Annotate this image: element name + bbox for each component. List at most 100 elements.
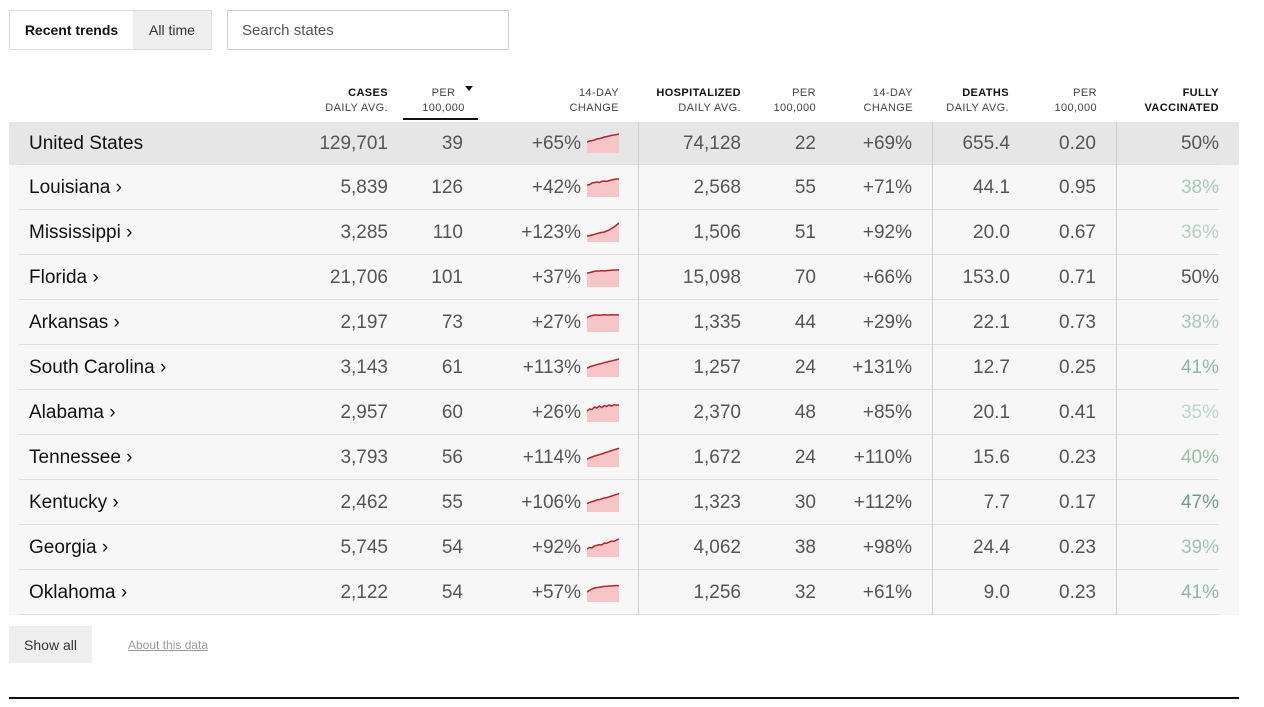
cell-hosp-per: 24 bbox=[794, 356, 816, 378]
cell-vacc: 35% bbox=[1180, 401, 1219, 423]
row-divider bbox=[19, 254, 1219, 255]
state-row[interactable]: Alabama › 2,957 60 +26% 2,370 48 +85% 20.1 0.41 3… bbox=[9, 390, 1239, 435]
cell-cases-change: +114% bbox=[522, 446, 581, 468]
cell-deaths: 15.6 bbox=[973, 446, 1010, 468]
header-deaths[interactable]: DEATHS DAILY AVG. bbox=[935, 86, 1009, 116]
cell-deaths-per: 0.95 bbox=[1059, 176, 1096, 198]
state-row[interactable]: Mississippi › 3,285 110 +123% 1,506 51 +92% 20.… bbox=[9, 210, 1239, 255]
state-row[interactable]: Arkansas › 2,197 73 +27% 1,335 44 +29% 22.1 0.73… bbox=[9, 300, 1239, 345]
header-hosp-change[interactable]: 14-DAY CHANGE bbox=[840, 86, 913, 116]
cell-cases-per: 126 bbox=[431, 176, 463, 198]
state-name[interactable]: Kentucky › bbox=[29, 491, 119, 513]
cell-hosp: 1,506 bbox=[693, 221, 741, 243]
cell-cases-per: 73 bbox=[441, 311, 463, 333]
cell-cases: 2,957 bbox=[340, 401, 388, 423]
sparkline-area bbox=[587, 314, 619, 332]
sparkline-line bbox=[587, 538, 619, 550]
cell-deaths-per: 0.20 bbox=[1059, 132, 1096, 154]
state-name[interactable]: Alabama › bbox=[29, 401, 116, 423]
bottom-rule bbox=[9, 697, 1239, 699]
header-cases-title: CASES bbox=[348, 87, 388, 99]
sparkline-line bbox=[587, 447, 619, 460]
state-row[interactable]: Tennessee › 3,793 56 +114% 1,672 24 +110% 15.6 0… bbox=[9, 435, 1239, 480]
cell-vacc: 39% bbox=[1180, 536, 1219, 558]
cell-hosp-per: 51 bbox=[794, 221, 816, 243]
cell-cases: 129,701 bbox=[319, 132, 388, 154]
cell-deaths: 20.1 bbox=[973, 401, 1010, 423]
cell-hosp-change: +110% bbox=[853, 446, 912, 468]
cell-deaths-per: 0.23 bbox=[1059, 581, 1096, 603]
cell-hosp-change: +98% bbox=[862, 536, 912, 558]
cell-cases-change: +123% bbox=[521, 221, 581, 243]
sparkline-area bbox=[587, 359, 619, 377]
cell-cases-change: +65% bbox=[531, 132, 581, 154]
header-deaths-title: DEATHS bbox=[962, 87, 1009, 99]
cell-deaths-per: 0.23 bbox=[1059, 446, 1096, 468]
cell-cases-change: +26% bbox=[531, 401, 581, 423]
cell-cases-per: 54 bbox=[441, 581, 463, 603]
cell-cases-change: +37% bbox=[531, 266, 581, 288]
row-divider bbox=[19, 209, 1219, 210]
state-name[interactable]: Mississippi › bbox=[29, 221, 133, 243]
cell-cases: 5,839 bbox=[340, 176, 388, 198]
cell-cases: 3,143 bbox=[340, 356, 388, 378]
recent-trends-tab[interactable]: Recent trends bbox=[10, 11, 133, 49]
cell-hosp-change: +131% bbox=[852, 356, 912, 378]
sparkline-line bbox=[587, 358, 619, 369]
header-cases-change[interactable]: 14-DAY CHANGE bbox=[540, 86, 619, 116]
sparkline-area bbox=[587, 404, 619, 422]
state-name[interactable]: Louisiana › bbox=[29, 176, 122, 198]
header-deaths-per-title: PER bbox=[1073, 87, 1097, 99]
cell-hosp-per: 30 bbox=[794, 491, 816, 513]
cell-deaths: 9.0 bbox=[983, 581, 1010, 603]
header-hosp-per[interactable]: PER 100,000 bbox=[750, 86, 816, 116]
state-name[interactable]: Florida › bbox=[29, 266, 99, 288]
header-hosp-per-sub: 100,000 bbox=[773, 102, 816, 114]
state-name[interactable]: South Carolina › bbox=[29, 356, 167, 378]
state-name[interactable]: Georgia › bbox=[29, 536, 109, 558]
state-row[interactable]: South Carolina › 3,143 61 +113% 1,257 24 +131%… bbox=[9, 345, 1239, 390]
state-name[interactable]: Oklahoma › bbox=[29, 581, 128, 603]
cell-cases-change: +106% bbox=[521, 491, 581, 513]
cell-cases: 21,706 bbox=[329, 266, 388, 288]
state-row[interactable]: Oklahoma › 2,122 54 +57% 1,256 32 +61% 9.0 0.23 4… bbox=[9, 570, 1239, 615]
sparkline-area bbox=[587, 585, 619, 602]
cell-vacc: 47% bbox=[1180, 491, 1219, 513]
state-row[interactable]: Florida › 21,706 101 +37% 15,098 70 +66% 153.0 0… bbox=[9, 255, 1239, 300]
cell-hosp-change: +71% bbox=[862, 176, 912, 198]
cases-trend-sparkline bbox=[587, 314, 619, 332]
cell-vacc: 50% bbox=[1180, 266, 1219, 288]
cell-deaths: 20.0 bbox=[973, 221, 1010, 243]
show-all-button[interactable]: Show all bbox=[9, 626, 92, 663]
header-deaths-per-sub: 100,000 bbox=[1054, 102, 1097, 114]
cases-trend-sparkline bbox=[587, 404, 619, 422]
header-hospitalized[interactable]: HOSPITALIZED DAILY AVG. bbox=[640, 86, 741, 116]
header-cases[interactable]: CASES DAILY AVG. bbox=[300, 86, 388, 116]
state-row[interactable]: Louisiana › 5,839 126 +42% 2,568 55 +71% 44.1 0.… bbox=[9, 165, 1239, 210]
about-data-link[interactable]: About this data bbox=[128, 638, 209, 652]
state-name[interactable]: Arkansas › bbox=[29, 311, 120, 333]
state-row[interactable]: Georgia › 5,745 54 +92% 4,062 38 +98% 24.4 0.23 3… bbox=[9, 525, 1239, 570]
cases-trend-sparkline bbox=[587, 492, 619, 512]
state-row[interactable]: Kentucky › 2,462 55 +106% 1,323 30 +112% 7.7 0.1… bbox=[9, 480, 1239, 525]
cell-hosp-change: +61% bbox=[862, 581, 912, 603]
cell-cases-per: 60 bbox=[441, 401, 463, 423]
header-cases-change-title: 14-DAY bbox=[578, 87, 619, 99]
cell-cases-per: 101 bbox=[431, 266, 463, 288]
cell-deaths: 153.0 bbox=[962, 266, 1010, 288]
cell-hosp: 4,062 bbox=[693, 536, 741, 558]
cell-vacc: 36% bbox=[1180, 221, 1219, 243]
header-vaccinated[interactable]: FULLY VACCINATED bbox=[1120, 86, 1219, 116]
state-name[interactable]: Tennessee › bbox=[29, 446, 133, 468]
header-cases-per[interactable]: PER 100,000 bbox=[403, 86, 474, 116]
search-states-input[interactable] bbox=[227, 10, 509, 50]
all-time-tab[interactable]: All time bbox=[133, 11, 211, 49]
sparkline-area bbox=[587, 134, 619, 153]
cases-trend-sparkline bbox=[587, 447, 619, 467]
cases-trend-sparkline bbox=[587, 269, 619, 287]
cell-cases: 2,122 bbox=[340, 581, 388, 603]
cell-hosp: 74,128 bbox=[682, 132, 741, 154]
cell-hosp-per: 70 bbox=[794, 266, 816, 288]
header-deaths-per[interactable]: PER 100,000 bbox=[1030, 86, 1097, 116]
row-divider bbox=[19, 389, 1219, 390]
